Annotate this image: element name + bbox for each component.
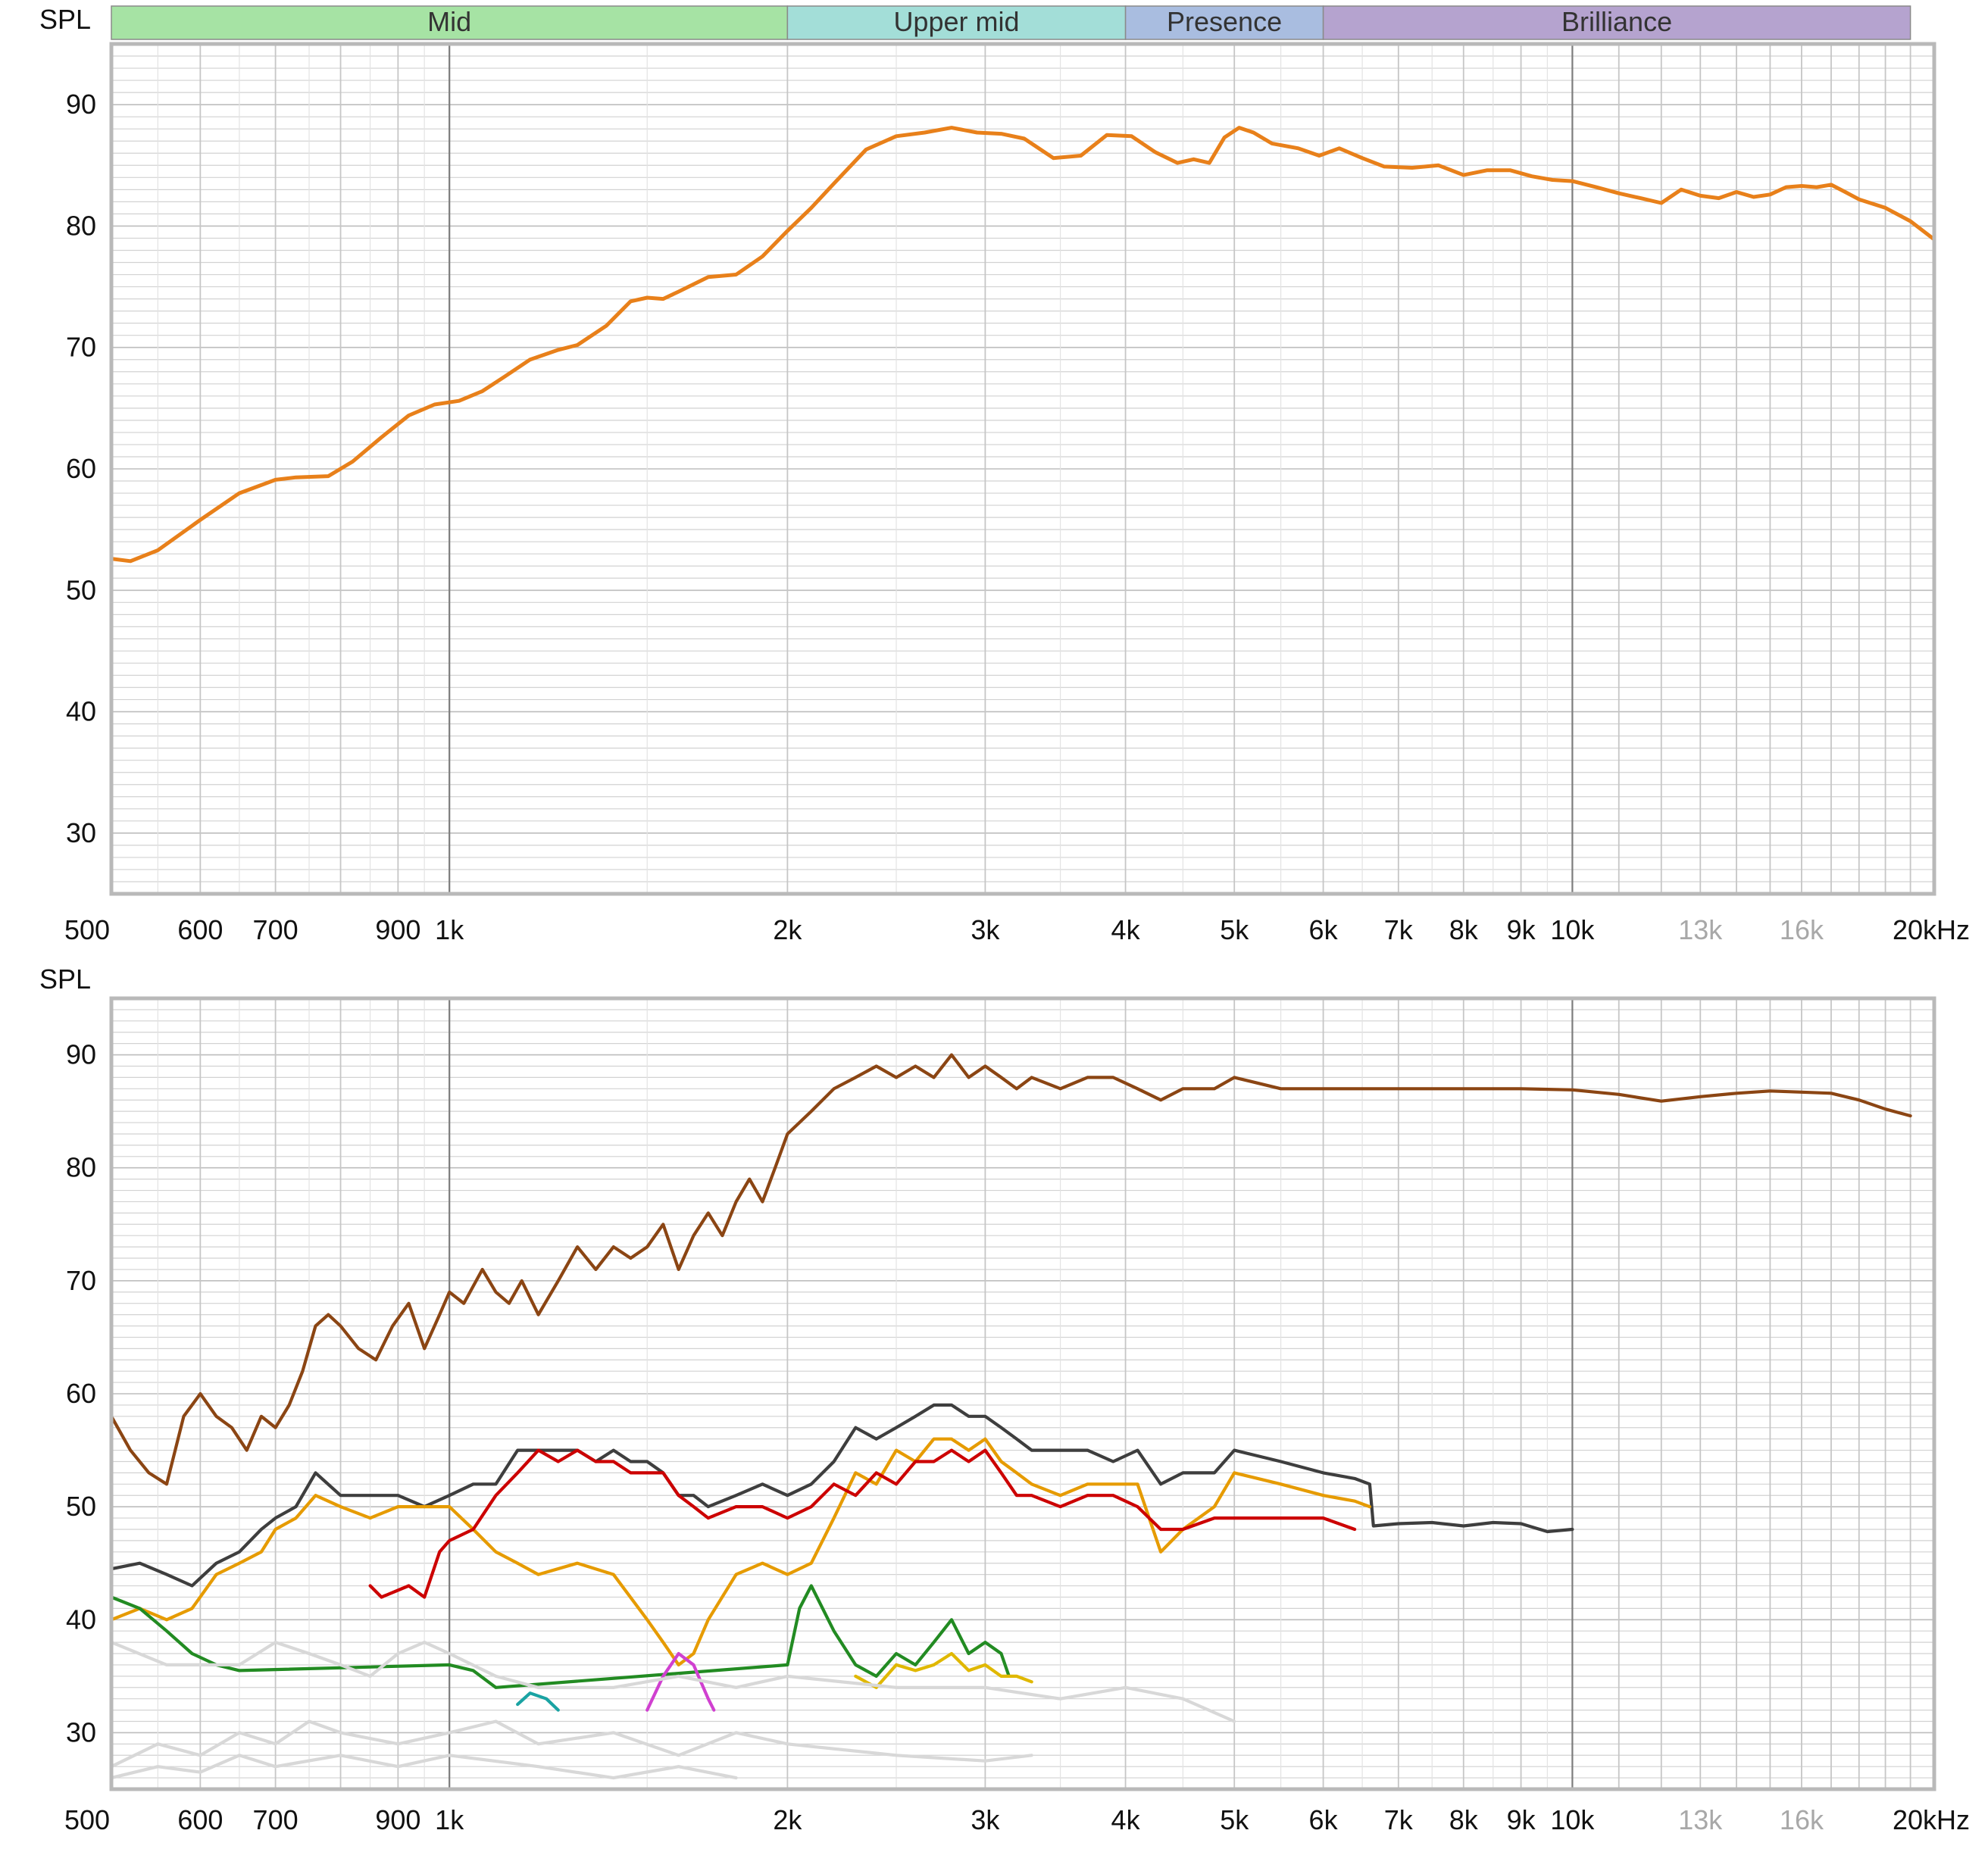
top-chart: 30 40 50 60 70 80 90 500 600 700 900 1k 2k 3k 4k 5k 6k 7k… — [64, 42, 1970, 945]
x-tick-label: 4k — [1111, 914, 1141, 945]
y-tick-label: 40 — [66, 696, 96, 727]
x-tick-label: 1k — [435, 1804, 464, 1835]
x-tick-label: 900 — [375, 914, 420, 945]
y-tick-label: 40 — [66, 1604, 96, 1635]
y-tick-label: 90 — [66, 1039, 96, 1070]
x-tick-label: 7k — [1384, 914, 1414, 945]
x-tick-label: 20kHz — [1893, 1804, 1970, 1835]
x-tick-label: 900 — [375, 1804, 420, 1835]
band-label-3: Brilliance — [1561, 6, 1672, 37]
y-tick-label: 50 — [66, 574, 96, 605]
x-tick-label: 6k — [1309, 914, 1339, 945]
series-line-4 — [109, 1584, 1011, 1689]
series-line-9 — [109, 1719, 1033, 1769]
x-tick-label: 600 — [177, 914, 223, 945]
x-tick-label: 9k — [1507, 1804, 1536, 1835]
x-tick-label: 10k — [1550, 1804, 1595, 1835]
x-tick-label: 5k — [1220, 1804, 1249, 1835]
x-tick-label: 700 — [253, 1804, 299, 1835]
x-tick-label: 500 — [64, 1804, 110, 1835]
y-tick-label: 70 — [66, 1265, 96, 1296]
y-tick-label: 50 — [66, 1491, 96, 1522]
series-line-2 — [109, 1437, 1371, 1666]
x-tick-label: 16k — [1780, 1804, 1824, 1835]
series-line-7 — [516, 1691, 560, 1712]
x-tick-label: 9k — [1507, 914, 1536, 945]
series-line-0 — [109, 1053, 1912, 1486]
bottom-chart: 30 40 50 60 70 80 90 500 600 700 900 1k 2k 3k 4k 5k 6k 7k… — [64, 996, 1970, 1835]
band-label-2: Presence — [1167, 6, 1282, 37]
x-tick-label: 13k — [1678, 1804, 1723, 1835]
band-2 — [1124, 5, 1324, 40]
series-line-0 — [109, 126, 1936, 564]
x-tick-label: 8k — [1449, 1804, 1479, 1835]
x-tick-label: 600 — [177, 1804, 223, 1835]
y-tick-label: 90 — [66, 89, 96, 120]
x-tick-label: 3k — [971, 914, 1000, 945]
x-tick-label: 7k — [1384, 1804, 1414, 1835]
x-tick-label: 5k — [1220, 914, 1249, 945]
x-tick-label: 3k — [971, 1804, 1000, 1835]
band-0 — [111, 5, 789, 40]
x-tick-label: 1k — [435, 914, 464, 945]
plot-frame — [109, 996, 1936, 1791]
y-tick-label: 60 — [66, 453, 96, 484]
y-tick-label: 80 — [66, 210, 96, 241]
y-tick-label: 60 — [66, 1378, 96, 1409]
y-tick-label: 70 — [66, 332, 96, 363]
series-line-8 — [109, 1641, 1236, 1723]
x-tick-label: 2k — [773, 914, 802, 945]
series-line-10 — [109, 1754, 738, 1780]
series-line-5 — [854, 1651, 1033, 1689]
y-tick-label: 30 — [66, 1716, 96, 1747]
series-line-1 — [109, 1403, 1574, 1588]
top-chart-y-axis-label: SPL — [39, 4, 91, 35]
x-tick-label: 6k — [1309, 1804, 1339, 1835]
y-tick-label: 80 — [66, 1152, 96, 1183]
x-tick-label: 700 — [253, 914, 299, 945]
plot-frame — [109, 42, 1936, 896]
y-tick-label: 30 — [66, 817, 96, 848]
x-tick-label: 500 — [64, 914, 110, 945]
x-tick-label: 13k — [1678, 914, 1723, 945]
x-tick-label: 8k — [1449, 914, 1479, 945]
band-3 — [1322, 5, 1911, 40]
band-1 — [786, 5, 1127, 40]
band-label-1: Upper mid — [893, 6, 1019, 37]
series-line-3 — [368, 1448, 1357, 1599]
bottom-chart-y-axis-label: SPL — [39, 964, 91, 995]
x-tick-label: 20kHz — [1893, 914, 1970, 945]
band-label-0: Mid — [427, 6, 471, 37]
x-tick-label: 16k — [1780, 914, 1824, 945]
x-tick-label: 4k — [1111, 1804, 1141, 1835]
x-tick-label: 10k — [1550, 914, 1595, 945]
x-tick-label: 2k — [773, 1804, 802, 1835]
frequency-band-bar: Mid Upper mid Presence Brilliance — [111, 5, 1911, 40]
series-line-6 — [645, 1651, 716, 1712]
